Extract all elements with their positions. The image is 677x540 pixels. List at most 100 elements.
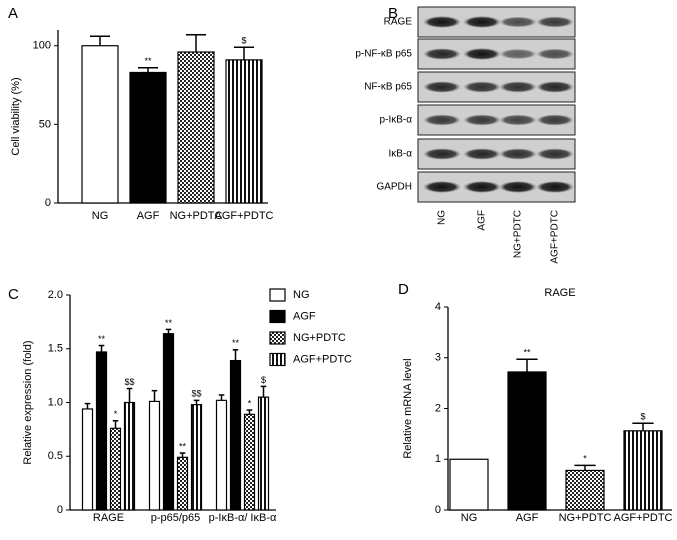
y-tick-label: 0 xyxy=(57,504,63,516)
annotation: ** xyxy=(144,56,152,66)
blot-band xyxy=(536,148,574,160)
legend-label: AGF xyxy=(293,310,316,322)
error-bar xyxy=(98,344,105,352)
panel-label: D xyxy=(398,281,409,298)
error-bar xyxy=(137,66,159,73)
error-bar xyxy=(233,46,255,60)
blot-lane-label: AGF xyxy=(477,210,488,231)
error-bar xyxy=(84,402,91,409)
x-tick-label: p-p65/p65 xyxy=(150,512,201,524)
x-tick-label: NG xyxy=(92,210,109,222)
error-bar xyxy=(632,422,654,431)
bar xyxy=(449,458,489,511)
legend-swatch xyxy=(269,288,286,302)
y-tick-label: 0.5 xyxy=(48,450,63,462)
blot-band xyxy=(499,181,537,193)
annotation: ** xyxy=(165,318,173,328)
blot-row-label: p-IκB-α xyxy=(380,115,413,126)
blot-band xyxy=(423,181,461,193)
bar xyxy=(190,404,203,511)
blot-band xyxy=(463,114,501,126)
bar xyxy=(225,59,263,204)
blot-row-label: p-NF-κB p65 xyxy=(355,49,412,60)
error-bar xyxy=(112,420,119,429)
blot-row-label: IκB-α xyxy=(388,149,412,160)
y-tick-label: 1.0 xyxy=(48,396,63,408)
blot-band xyxy=(423,16,461,28)
blot-row-label: NF-κB p65 xyxy=(364,82,412,93)
bar xyxy=(257,396,270,511)
error-bar xyxy=(185,33,207,53)
panel-label: B xyxy=(388,5,398,22)
x-tick-label: RAGE xyxy=(92,512,125,524)
bar xyxy=(176,456,189,511)
bar xyxy=(129,71,167,204)
y-axis-label: Cell viability (%) xyxy=(10,77,22,155)
bar xyxy=(148,400,161,511)
chart-title: RAGE xyxy=(544,287,575,299)
annotation: * xyxy=(114,409,118,419)
bar xyxy=(243,413,256,511)
bar xyxy=(623,430,663,511)
bar xyxy=(229,359,242,511)
bar xyxy=(81,45,119,204)
blot-band xyxy=(499,48,537,60)
blot-band xyxy=(463,48,501,60)
y-axis-label: Relative mRNA level xyxy=(402,358,414,458)
y-tick-label: 100 xyxy=(33,40,51,52)
blot-band xyxy=(463,81,501,93)
y-tick-label: 2 xyxy=(435,402,441,414)
blot-lane-label: NG xyxy=(437,210,448,225)
annotation: $ xyxy=(241,36,246,46)
legend-swatch xyxy=(269,352,286,367)
annotation: ** xyxy=(232,338,240,348)
error-bar xyxy=(260,385,267,398)
y-tick-label: 3 xyxy=(435,352,441,364)
annotation: ** xyxy=(523,348,531,358)
error-bar xyxy=(126,387,133,403)
bar xyxy=(81,408,94,511)
y-tick-label: 0 xyxy=(45,197,51,209)
annotation: ** xyxy=(179,441,187,451)
bar xyxy=(162,333,175,511)
bar xyxy=(215,399,228,511)
x-tick-label: AGF xyxy=(137,210,160,222)
blot-lane-label: NG+PDTC xyxy=(513,210,524,258)
legend-label: NG+PDTC xyxy=(293,332,346,344)
y-axis-label: Relative expression (fold) xyxy=(22,340,34,464)
x-tick-label: AGF+PDTC xyxy=(614,512,673,524)
blot-band xyxy=(536,181,574,193)
annotation: $ xyxy=(640,412,645,422)
blot-band xyxy=(536,16,574,28)
y-tick-label: 2.0 xyxy=(48,289,63,301)
blot-band xyxy=(463,181,501,193)
error-bar xyxy=(179,452,186,458)
bar xyxy=(109,427,122,511)
panel-label: A xyxy=(8,5,18,22)
error-bar xyxy=(574,464,596,471)
blot-band xyxy=(499,16,537,28)
blot-band xyxy=(499,81,537,93)
blot-row-label: GAPDH xyxy=(376,182,412,193)
x-tick-label: AGF+PDTC xyxy=(215,210,274,222)
legend-swatch xyxy=(269,309,286,324)
y-tick-label: 0 xyxy=(435,504,441,516)
bar xyxy=(507,371,547,511)
x-tick-label: p-IκB-α/ IκB-α xyxy=(208,512,277,524)
bar xyxy=(177,51,215,204)
x-tick-label-box: p-p65/p65 xyxy=(150,512,201,524)
blot-band xyxy=(536,114,574,126)
error-bar xyxy=(246,409,253,415)
x-tick-label: NG xyxy=(461,512,478,524)
error-bar xyxy=(165,328,172,334)
annotation: $$ xyxy=(191,389,201,399)
legend-label: AGF+PDTC xyxy=(293,353,352,365)
y-tick-label: 4 xyxy=(435,301,441,313)
annotation: $ xyxy=(261,375,266,385)
error-bar xyxy=(232,349,239,361)
blot-band xyxy=(536,48,574,60)
blot-band xyxy=(499,114,537,126)
annotation: * xyxy=(248,398,252,408)
error-bar xyxy=(89,35,111,46)
